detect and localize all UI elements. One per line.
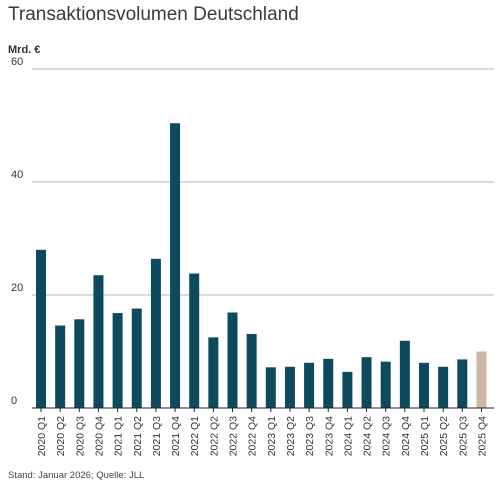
y-tick-label: 60 <box>11 56 23 68</box>
bar <box>93 275 104 408</box>
x-tick-label: 2025 Q2 <box>438 416 450 456</box>
bar <box>55 325 66 408</box>
bar <box>304 362 315 408</box>
x-tick-label: 2020 Q4 <box>93 416 105 456</box>
bar <box>265 367 276 408</box>
bar <box>208 337 219 408</box>
source-note: Stand: Januar 2026; Quelle: JLL <box>8 470 145 481</box>
bar <box>227 312 238 408</box>
x-tick-label: 2023 Q4 <box>323 416 335 456</box>
y-tick-label: 40 <box>11 169 23 181</box>
bar <box>457 359 468 408</box>
y-axis-unit-label: Mrd. € <box>8 44 41 56</box>
x-tick-label: 2023 Q1 <box>266 416 278 456</box>
x-tick-label: 2021 Q2 <box>132 416 144 456</box>
x-tick-label: 2020 Q1 <box>36 416 48 456</box>
x-tick-label: 2023 Q2 <box>285 416 297 456</box>
bar <box>112 313 123 408</box>
x-tick-label: 2021 Q1 <box>113 416 125 456</box>
x-tick-label: 2024 Q1 <box>342 416 354 456</box>
bar <box>342 371 353 408</box>
x-tick-label: 2021 Q3 <box>151 416 163 456</box>
bar <box>131 308 142 408</box>
y-tick-label: 0 <box>11 395 17 407</box>
bar <box>284 366 295 408</box>
bar <box>246 333 257 408</box>
x-tick-label: 2025 Q3 <box>457 416 469 456</box>
bar <box>189 273 200 408</box>
chart-title: Transaktionsvolumen Deutschland <box>8 4 299 25</box>
x-tick-label: 2023 Q3 <box>304 416 316 456</box>
x-tick-label: 2020 Q3 <box>74 416 86 456</box>
bar <box>419 362 429 408</box>
x-tick-label: 2024 Q3 <box>381 416 393 456</box>
x-tick-label: 2022 Q4 <box>247 416 259 456</box>
y-tick-label: 20 <box>11 282 23 294</box>
bar <box>323 358 334 408</box>
x-tick-label: 2025 Q1 <box>419 416 431 456</box>
bar <box>399 340 410 408</box>
x-tick-label: 2022 Q1 <box>189 416 201 456</box>
x-tick-label: 2022 Q3 <box>228 416 240 456</box>
x-tick-label: 2021 Q4 <box>170 416 182 456</box>
x-tick-label: 2022 Q2 <box>208 416 220 456</box>
bar <box>150 258 161 408</box>
bar <box>170 123 181 409</box>
x-tick-label: 2024 Q2 <box>362 416 374 456</box>
x-tick-label: 2020 Q2 <box>55 416 67 456</box>
x-tick-label: 2025 Q4 <box>476 416 488 456</box>
bar <box>74 319 85 408</box>
bar <box>361 357 372 408</box>
bar <box>380 361 391 408</box>
bar <box>438 366 449 408</box>
bar <box>476 351 487 408</box>
bar <box>36 249 46 408</box>
x-tick-label: 2024 Q4 <box>400 416 412 456</box>
